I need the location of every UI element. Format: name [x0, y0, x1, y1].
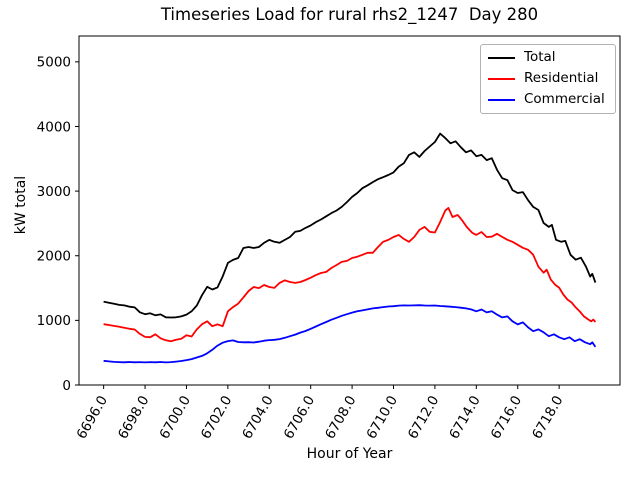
- x-tick-label: 6696.0: [74, 393, 111, 442]
- legend-row-commercial: Commercial: [481, 89, 615, 110]
- line-residential: [103, 206, 597, 343]
- x-tick-label: 6700.0: [156, 393, 193, 442]
- legend-row-total: Total: [481, 47, 615, 68]
- y-tick-label: 2000: [37, 249, 71, 265]
- x-tick-label: 6706.0: [281, 393, 318, 442]
- legend-label-residential: Residential: [524, 70, 599, 86]
- x-tick-label: 6702.0: [198, 393, 235, 442]
- x-tick-label: 6718.0: [529, 393, 566, 442]
- legend-row-residential: Residential: [481, 68, 615, 89]
- chart-title: Timeseries Load for rural rhs2_1247 Day …: [160, 5, 539, 24]
- plot-frame: [78, 35, 621, 386]
- x-tick-label: 6716.0: [488, 393, 525, 442]
- y-tick-label: 1000: [37, 313, 71, 329]
- line-total: [103, 132, 597, 319]
- y-tick-label: 5000: [37, 55, 71, 71]
- x-tick-label: 6714.0: [446, 393, 483, 442]
- x-tick-label: 6698.0: [115, 393, 152, 442]
- x-tick-label: 6708.0: [322, 393, 359, 442]
- x-axis-label: Hour of Year: [306, 446, 393, 462]
- y-tick-label: 0: [62, 378, 71, 394]
- y-tick-label: 4000: [37, 119, 71, 135]
- commercial-line-swatch-icon: [488, 98, 515, 101]
- residential-line-swatch-icon: [488, 77, 515, 80]
- x-tick-label: 6712.0: [405, 393, 442, 442]
- total-line-swatch-icon: [488, 56, 515, 59]
- x-tick-label: 6710.0: [363, 393, 400, 442]
- legend-label-total: Total: [524, 49, 556, 65]
- y-tick-label: 3000: [37, 184, 71, 200]
- legend-label-commercial: Commercial: [524, 91, 605, 107]
- x-tick-label: 6704.0: [239, 393, 276, 442]
- legend: Total Residential Commercial: [480, 44, 616, 114]
- line-commercial: [103, 304, 597, 364]
